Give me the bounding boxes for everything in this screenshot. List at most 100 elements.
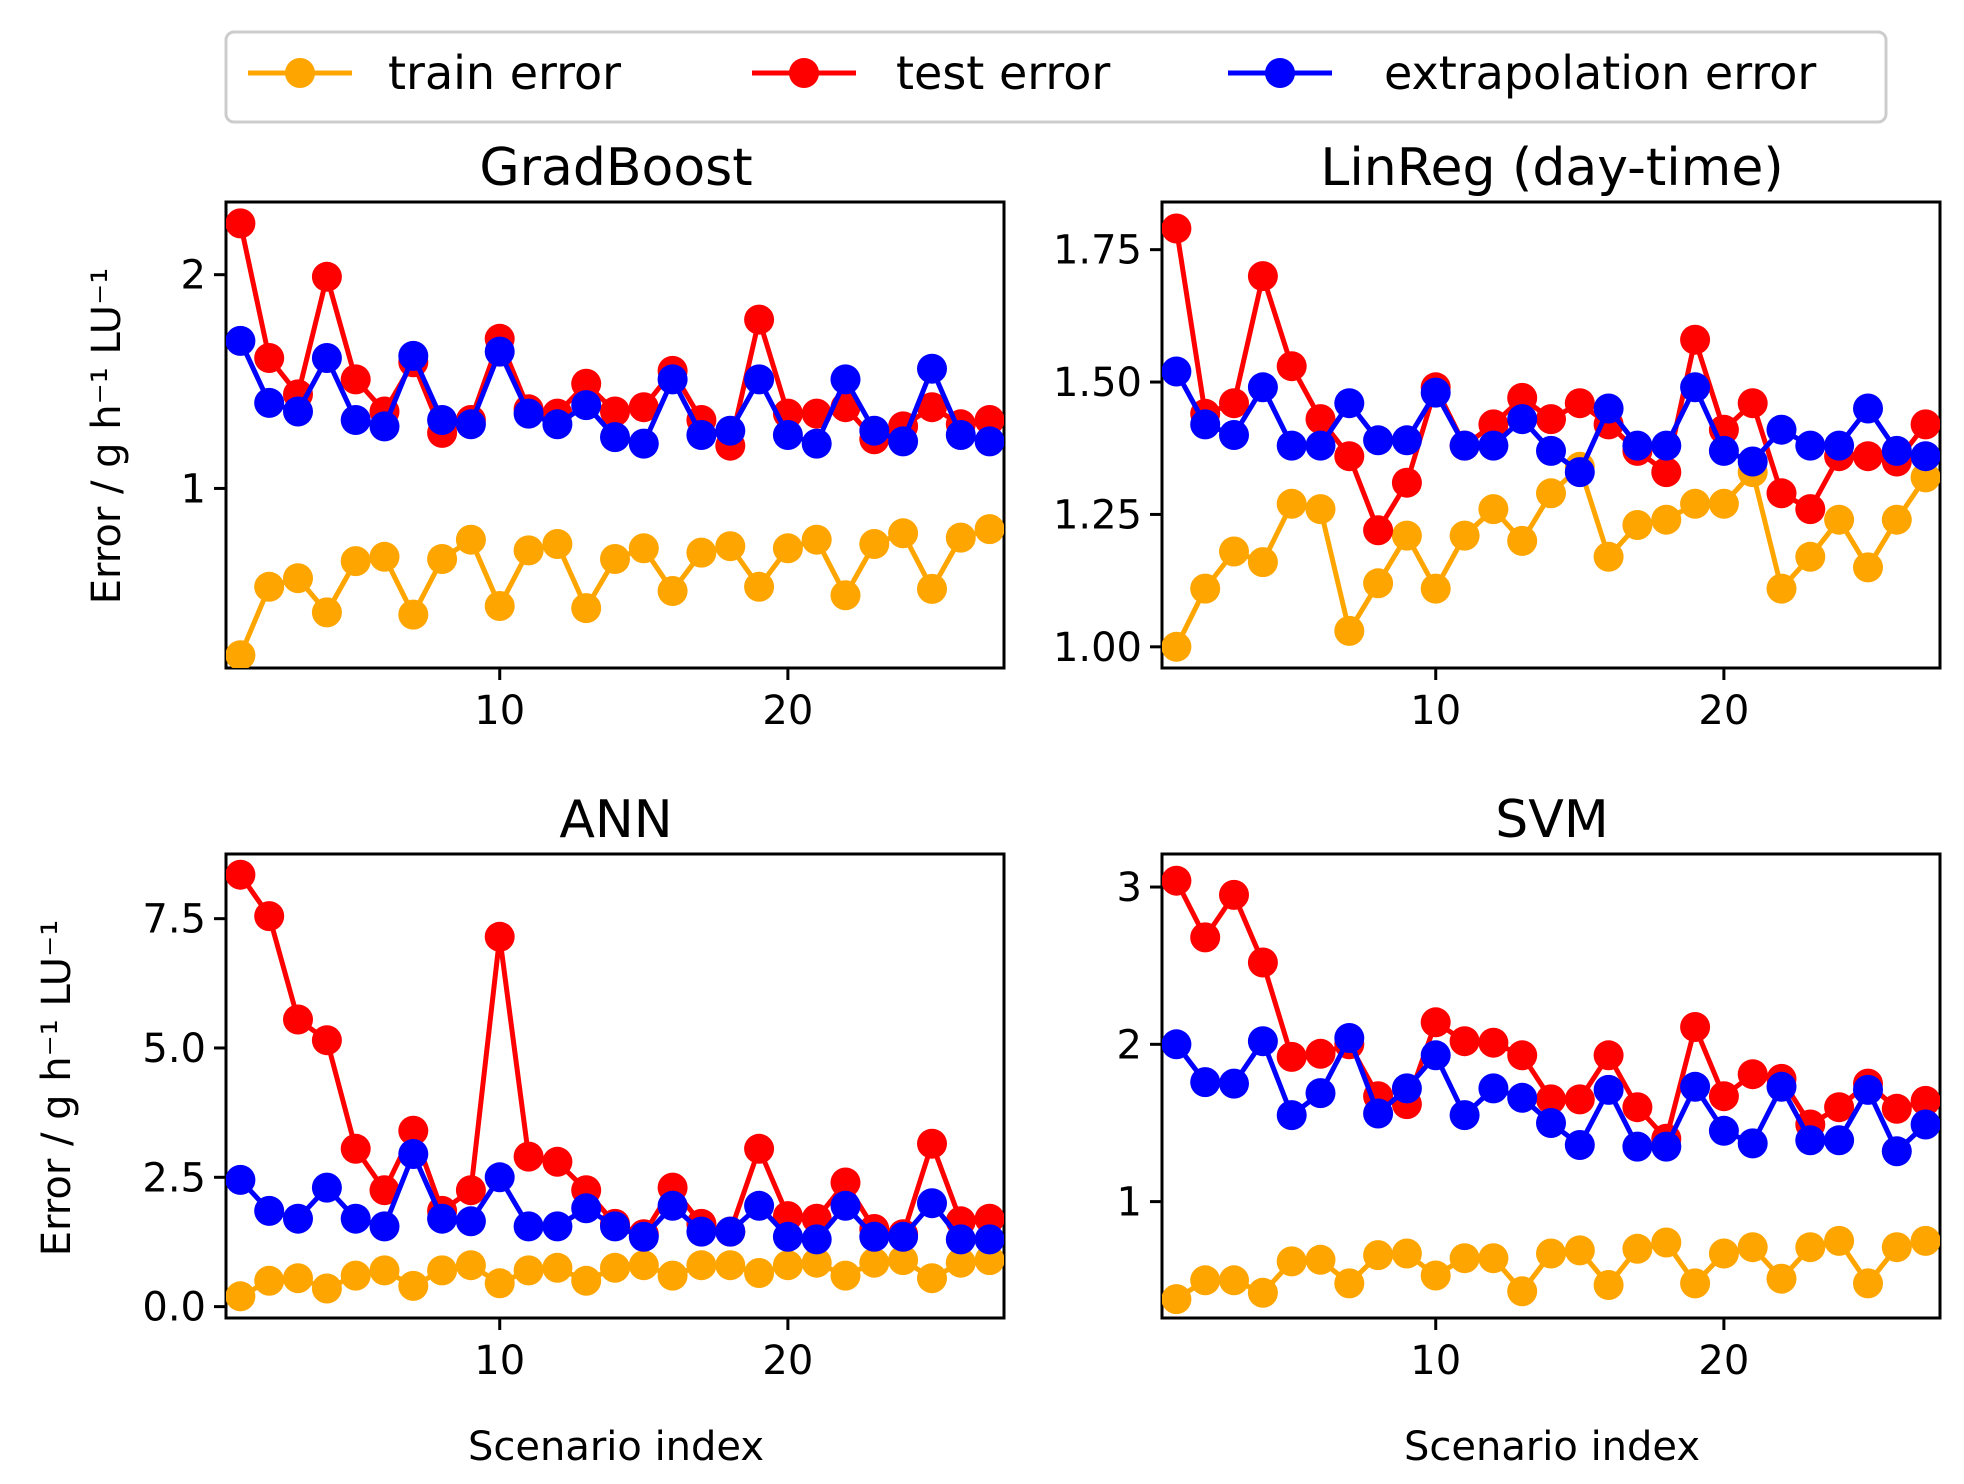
linreg-extrapolation-point xyxy=(1622,430,1653,461)
linreg-extrapolation-point xyxy=(1305,430,1336,461)
ann-test-point xyxy=(455,1175,486,1206)
gradboost-test-point xyxy=(600,396,630,427)
svm-train-point xyxy=(1593,1270,1624,1300)
x-axis-label-ann: Scenario index xyxy=(468,1424,764,1470)
linreg-train-point xyxy=(1622,510,1653,540)
svm-extrapolation-point xyxy=(1853,1074,1883,1105)
gradboost-extrapolation-point xyxy=(226,325,256,356)
svm-test-point xyxy=(1622,1092,1653,1123)
gradboost-extrapolation-point xyxy=(974,426,1004,457)
svm-test-point xyxy=(1507,1040,1538,1071)
linreg-train-point xyxy=(1334,615,1365,646)
svm-extrapolation-point xyxy=(1363,1098,1394,1129)
ann-train-point xyxy=(744,1258,775,1288)
linreg-y-tick-label: 1.75 xyxy=(1053,228,1142,274)
linreg-extrapolation-point xyxy=(1564,457,1595,488)
ann-test-point xyxy=(542,1146,573,1177)
svm-train-point xyxy=(1305,1244,1336,1275)
svm-extrapolation-point xyxy=(1881,1136,1912,1167)
gradboost-train-point xyxy=(628,533,659,564)
linreg-extrapolation-point xyxy=(1593,393,1624,424)
svm-test-point xyxy=(1420,1007,1451,1038)
svm-test-point xyxy=(1478,1027,1509,1058)
svm-test-point xyxy=(1593,1040,1624,1071)
gradboost-extrapolation-point xyxy=(628,428,659,459)
legend-frame xyxy=(224,30,1888,124)
ann-train-point xyxy=(513,1255,544,1286)
ann-test-point xyxy=(772,1201,803,1232)
linreg-test-point xyxy=(1795,494,1826,525)
linreg-train-point xyxy=(1449,520,1480,551)
ann-series-group xyxy=(226,859,1004,1312)
linreg-extrapolation-point xyxy=(1391,425,1422,456)
gradboost-train-point xyxy=(715,531,746,562)
legend-marker-test xyxy=(789,58,819,88)
svm-extrapolation-point xyxy=(1391,1073,1422,1104)
linreg-y-tick-label: 1.25 xyxy=(1053,492,1142,538)
linreg-train-point xyxy=(1162,631,1192,662)
linreg-extrapolation-point xyxy=(1910,441,1940,472)
gradboost-test-point xyxy=(571,368,602,399)
ann-test-point xyxy=(484,921,515,952)
ann-test-point xyxy=(226,859,256,890)
gradboost-extrapolation-point xyxy=(772,420,803,450)
linreg-test-point xyxy=(1247,261,1278,292)
ann-train-point xyxy=(455,1250,486,1281)
gradboost-test-point xyxy=(226,208,256,239)
linreg-train-point xyxy=(1708,488,1739,519)
svm-test-point xyxy=(1708,1081,1739,1112)
linreg-test-point xyxy=(1478,409,1509,440)
legend-label-extrapolation: extrapolation error xyxy=(1384,46,1816,100)
linreg-train-point xyxy=(1507,525,1538,556)
svm-train-point xyxy=(1190,1265,1221,1296)
ann-extrapolation-point xyxy=(859,1221,890,1252)
gradboost-extrapolation-point xyxy=(744,364,775,395)
linreg-test-point xyxy=(1737,388,1768,419)
ann-plot-frame xyxy=(224,852,1006,1320)
gradboost-extrapolation-point xyxy=(427,405,458,435)
gradboost-train-point xyxy=(888,518,919,549)
ann-train-point xyxy=(715,1250,746,1281)
gradboost-extrapolation-point xyxy=(369,411,400,442)
y-axis-label-top: Error / g h⁻¹ LU⁻¹ xyxy=(84,268,130,604)
svm-test-point xyxy=(1247,947,1278,978)
gradboost-train-point xyxy=(945,522,976,553)
svm-extrapolation-point xyxy=(1680,1071,1711,1102)
gradboost-train-point xyxy=(311,597,342,628)
ann-train-point xyxy=(571,1265,602,1296)
gradboost-train-point xyxy=(772,533,803,564)
linreg-test-point xyxy=(1219,388,1249,419)
svm-test-point xyxy=(1910,1085,1940,1116)
svm-extrapolation-point xyxy=(1766,1071,1797,1102)
ann-extrapolation-point xyxy=(311,1172,342,1203)
ann-test-line xyxy=(238,873,990,1237)
svm-train-point xyxy=(1507,1276,1538,1307)
gradboost-extrapolation-point xyxy=(859,415,890,446)
gradboost-train-point xyxy=(686,537,717,568)
gradboost-test-point xyxy=(340,364,371,395)
svm-test-point xyxy=(1162,865,1192,896)
gradboost-y-tick-label: 1 xyxy=(181,466,206,512)
linreg-extrapolation-point xyxy=(1334,388,1365,419)
legend-marker-train xyxy=(285,58,315,88)
panel-title-linreg: LinReg (day-time) xyxy=(1320,138,1783,198)
svm-test-point xyxy=(1276,1041,1307,1072)
svm-test-point xyxy=(1824,1092,1855,1123)
svm-train-point xyxy=(1795,1232,1826,1263)
svm-train-point xyxy=(1536,1238,1566,1269)
ann-test-point xyxy=(369,1175,400,1206)
linreg-test-point xyxy=(1651,457,1682,488)
gradboost-train-point xyxy=(657,576,688,606)
ann-y-tick-label: 7.5 xyxy=(142,897,206,943)
plot-svm: 10 20 1 2 3 xyxy=(1117,852,1942,1384)
linreg-test-point xyxy=(1766,478,1797,509)
linreg-train-point xyxy=(1363,568,1394,599)
svm-extrapolation-point xyxy=(1593,1074,1624,1105)
svm-extrapolation-point xyxy=(1219,1068,1249,1099)
ann-test-point xyxy=(744,1133,775,1164)
ann-train-point xyxy=(945,1247,976,1278)
ann-train-point xyxy=(801,1247,832,1278)
gradboost-extrapolation-point xyxy=(484,336,515,367)
ann-test-point xyxy=(830,1167,861,1198)
linreg-train-point xyxy=(1910,462,1940,493)
